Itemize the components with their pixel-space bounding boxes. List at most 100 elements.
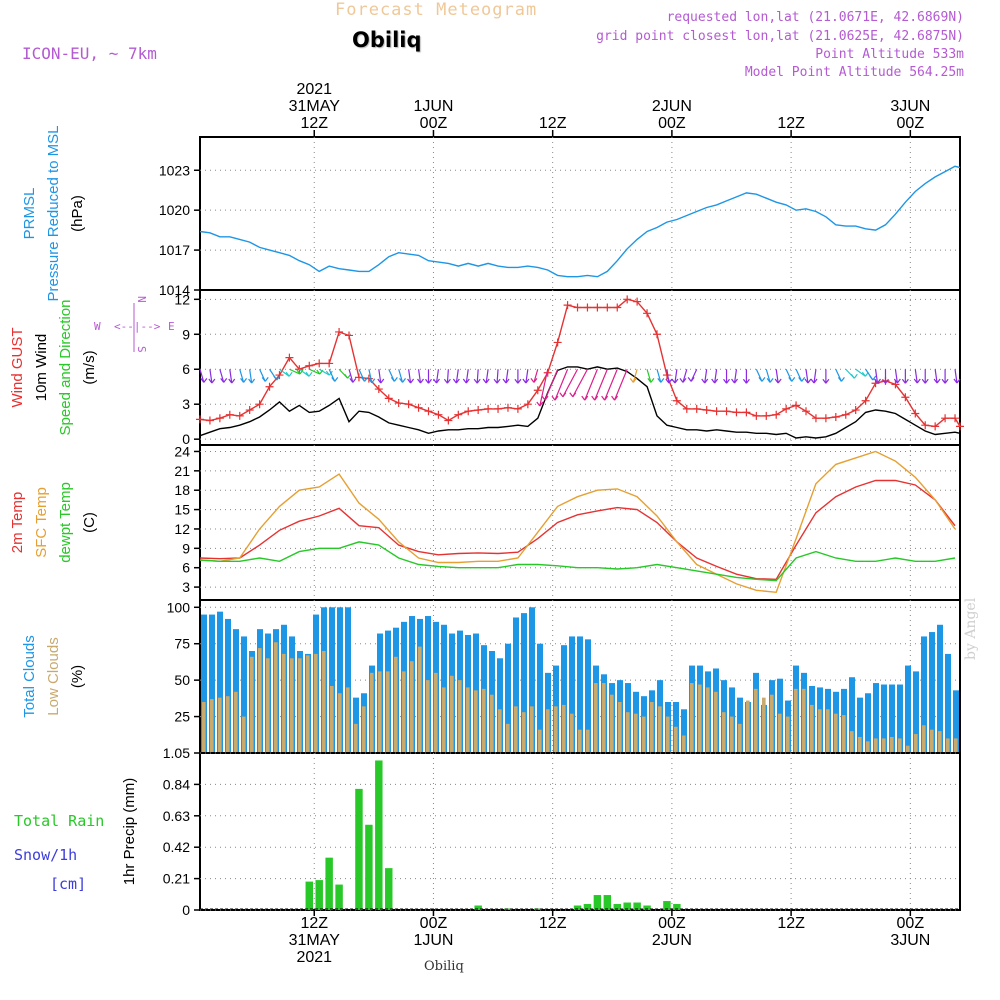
panel-wind: [133, 289, 964, 446]
y-tick-label: 6: [182, 560, 190, 576]
gust-marker: [196, 415, 204, 424]
cloud-bar-low: [442, 687, 446, 753]
precip-bar: [613, 904, 621, 910]
cloud-bar-low: [690, 683, 694, 753]
y-tick-label: 1.05: [163, 745, 190, 761]
cloud-bar-total: [873, 683, 879, 753]
precip-bar: [623, 902, 631, 910]
wind-barb: [562, 368, 579, 398]
wind-barb-head: [679, 378, 687, 383]
gust-marker: [643, 309, 652, 318]
wind-barb-head: [377, 378, 385, 384]
precip-bar: [335, 884, 343, 910]
wind-barb: [874, 369, 879, 384]
wind-barb: [646, 369, 652, 383]
wind-barb-head: [331, 377, 339, 382]
time-label-bottom: 3JUN: [890, 932, 930, 949]
wind-barb-head: [368, 378, 376, 384]
time-label-top: 2021: [296, 81, 332, 98]
wind-barb: [775, 369, 779, 384]
cloud-bar-low: [938, 731, 942, 753]
time-label-top: 3JUN: [890, 98, 930, 115]
wind-barb: [229, 369, 233, 384]
wind-barb-head: [433, 378, 440, 384]
time-label-bottom: 12Z: [777, 915, 805, 932]
cloud-bar-low: [578, 729, 582, 753]
cloud-bar-low: [610, 694, 614, 753]
series-line-sfc-temp: [199, 450, 956, 594]
gust-marker: [951, 414, 960, 423]
wind-barb: [485, 369, 489, 384]
wind-barb: [289, 368, 301, 375]
cloud-bar-low: [530, 706, 534, 753]
cloud-bar-low: [922, 725, 926, 753]
wind-barb-head: [804, 378, 812, 384]
panel-pressure: [194, 136, 961, 291]
cloud-bar-total: [881, 684, 887, 753]
cloud-bar-low: [714, 691, 718, 753]
time-label-bottom: 00Z: [420, 915, 448, 932]
wind-barb-head: [758, 377, 766, 382]
gust-marker: [215, 414, 224, 423]
y-tick-label: 0.63: [163, 808, 190, 824]
gust-marker: [831, 413, 840, 422]
gust-marker: [434, 410, 443, 419]
wind-barb: [656, 369, 662, 383]
y-axis-label: (hPa): [69, 195, 86, 232]
time-label-top: 1JUN: [413, 98, 453, 115]
wind-barb-head: [349, 378, 357, 383]
cloud-bar-low: [754, 688, 758, 753]
cloud-bar-total: [577, 636, 583, 753]
gust-marker: [315, 359, 324, 368]
cloud-bar-low: [554, 706, 558, 753]
gust-marker: [941, 414, 950, 423]
gust-marker: [474, 406, 483, 415]
cloud-bar-total: [937, 624, 943, 753]
wind-barb-head: [647, 378, 655, 383]
time-label-bottom: 1JUN: [413, 932, 453, 949]
cloud-bar-low: [842, 715, 846, 753]
wind-barb-head: [425, 378, 432, 384]
y-tick-label: 3: [182, 396, 190, 412]
y-tick-label: 1023: [159, 162, 190, 178]
y-tick-label: 75: [174, 636, 190, 652]
wind-barb-head: [671, 378, 679, 384]
wind-barb: [435, 369, 440, 384]
cloud-bar-low: [826, 709, 830, 753]
gust-marker: [245, 406, 254, 415]
footer-station-label: Obiliq: [424, 959, 464, 974]
cloud-bar-total: [905, 665, 911, 753]
gust-marker: [911, 409, 920, 418]
gust-marker: [652, 330, 661, 339]
y-tick-label: 50: [174, 672, 190, 688]
y-tick-label: 1017: [159, 242, 190, 258]
gust-marker: [901, 393, 910, 402]
wind-barb-head: [665, 378, 673, 384]
gust-marker: [335, 327, 344, 336]
cloud-bar-low: [602, 683, 606, 753]
station-title: Obiliq: [352, 28, 422, 52]
panel-frame: [199, 444, 961, 601]
y-tick-label: 18: [174, 482, 190, 498]
gust-marker: [732, 408, 741, 417]
cloud-bar-low: [786, 716, 790, 753]
cloud-bar-low: [546, 709, 550, 753]
cloud-bar-low: [330, 685, 334, 753]
cloud-bar-total: [889, 684, 895, 753]
gust-marker: [484, 404, 493, 413]
cloud-bar-low: [298, 658, 302, 753]
cloud-bar-low: [538, 729, 542, 753]
wind-barb-head: [701, 378, 709, 384]
cloud-bar-low: [450, 675, 454, 753]
time-label-top: 2JUN: [652, 98, 692, 115]
panel-frame: [199, 752, 961, 911]
wind-barb-head: [874, 378, 881, 384]
precip-bar: [643, 905, 651, 910]
gust-marker: [802, 407, 811, 416]
wind-barb-head: [522, 378, 530, 384]
y-axis-label: PRMSL: [21, 188, 38, 240]
cloud-bar-total: [497, 658, 503, 753]
wind-barb: [219, 369, 225, 383]
y-tick-label: 15: [174, 502, 190, 518]
precip-bar: [355, 788, 363, 910]
